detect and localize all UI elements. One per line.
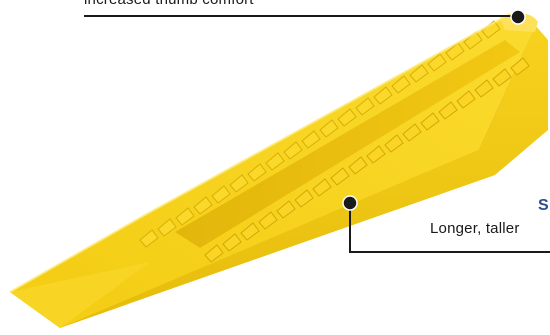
callout-right-title: S [538,197,549,214]
callout-right-label: Longer, taller [430,220,520,237]
callout-right-line [349,203,550,253]
teeth-right-row [204,57,530,263]
wedge-top-face [10,14,535,328]
callout-top-dot [510,9,526,25]
callout-right-dot [342,195,358,211]
callout-top-label: increased thumb comfort [84,0,254,8]
center-channel [175,40,520,248]
wedge-tip [10,262,150,328]
teeth-left-row [139,20,501,248]
wedge-edge-highlight [9,13,511,293]
